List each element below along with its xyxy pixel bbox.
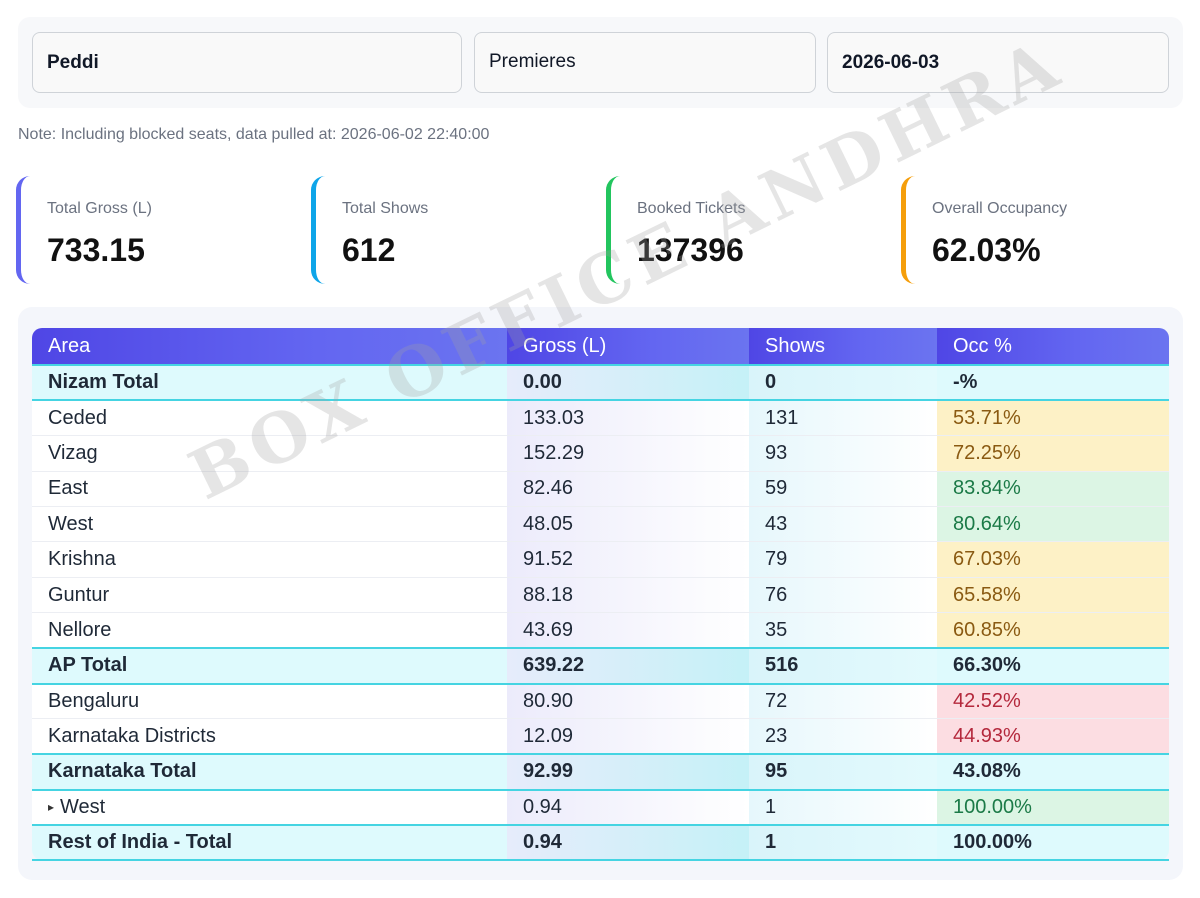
- card-label: Booked Tickets: [637, 200, 746, 217]
- card-label: Total Gross (L): [47, 200, 152, 217]
- occ-cell: 100.00%: [937, 789, 1169, 826]
- table-row: Ceded 133.03 131 53.71%: [32, 399, 1169, 436]
- shows-cell: 516: [749, 647, 937, 685]
- occ-cell: 67.03%: [937, 541, 1169, 578]
- shows-cell: 1: [749, 824, 937, 862]
- table-row: Karnataka Districts 12.09 23 44.93%: [32, 718, 1169, 755]
- expand-arrow-icon[interactable]: ▸: [48, 799, 55, 814]
- header-area[interactable]: Area: [32, 328, 507, 365]
- date-input[interactable]: 2026-06-03: [827, 32, 1169, 93]
- area-cell: Karnataka Total: [32, 753, 507, 791]
- area-table-container: Area Gross (L) Shows Occ % Nizam Total 0.…: [18, 307, 1183, 880]
- gross-cell: 48.05: [507, 506, 749, 542]
- overall-occupancy-card: Overall Occupancy 62.03%: [901, 176, 1171, 284]
- occ-cell: 72.25%: [937, 435, 1169, 472]
- shows-cell: 131: [749, 399, 937, 436]
- table-row: West 48.05 43 80.64%: [32, 506, 1169, 542]
- gross-cell: 133.03: [507, 399, 749, 436]
- table-row: Bengaluru 80.90 72 42.52%: [32, 683, 1169, 719]
- gross-cell: 91.52: [507, 541, 749, 578]
- occ-cell: -%: [937, 363, 1169, 402]
- header-occ[interactable]: Occ %: [937, 328, 1169, 365]
- area-cell: West: [32, 506, 507, 542]
- show-type-select[interactable]: Premieres: [474, 32, 816, 93]
- gross-cell: 639.22: [507, 647, 749, 685]
- gross-cell: 0.94: [507, 824, 749, 862]
- area-cell: ▸ West: [32, 789, 507, 826]
- gross-cell: 82.46: [507, 470, 749, 507]
- header-shows[interactable]: Shows: [749, 328, 937, 365]
- area-cell: Guntur: [32, 576, 507, 613]
- occ-cell: 42.52%: [937, 683, 1169, 719]
- area-cell: Rest of India - Total: [32, 824, 507, 862]
- filter-bar: Peddi Premieres 2026-06-03: [18, 17, 1183, 108]
- shows-cell: 76: [749, 576, 937, 613]
- occ-cell: 65.58%: [937, 576, 1169, 613]
- shows-cell: 1: [749, 789, 937, 826]
- occ-cell: 53.71%: [937, 399, 1169, 436]
- area-label: West: [60, 795, 106, 818]
- shows-cell: 23: [749, 718, 937, 755]
- area-table: Area Gross (L) Shows Occ % Nizam Total 0.…: [32, 328, 1169, 862]
- occ-cell: 100.00%: [937, 824, 1169, 862]
- area-cell: Vizag: [32, 435, 507, 472]
- area-cell: East: [32, 470, 507, 507]
- card-label: Overall Occupancy: [932, 200, 1068, 217]
- table-body: Nizam Total 0.00 0 -% Ceded 133.03 131 53.71% Vi…: [32, 363, 1169, 862]
- shows-cell: 72: [749, 683, 937, 719]
- gross-cell: 80.90: [507, 683, 749, 719]
- area-cell: Karnataka Districts: [32, 718, 507, 755]
- table-row: Vizag 152.29 93 72.25%: [32, 435, 1169, 472]
- area-cell: Ceded: [32, 399, 507, 436]
- shows-cell: 79: [749, 541, 937, 578]
- data-note: Note: Including blocked seats, data pull…: [18, 126, 490, 143]
- area-cell: Nellore: [32, 612, 507, 649]
- occ-cell: 43.08%: [937, 753, 1169, 791]
- occ-cell: 66.30%: [937, 647, 1169, 685]
- shows-cell: 93: [749, 435, 937, 472]
- header-gross[interactable]: Gross (L): [507, 328, 749, 365]
- table-row: Guntur 88.18 76 65.58%: [32, 576, 1169, 613]
- occ-cell: 60.85%: [937, 612, 1169, 649]
- area-cell: AP Total: [32, 647, 507, 685]
- shows-cell: 35: [749, 612, 937, 649]
- table-total-row: Nizam Total 0.00 0 -%: [32, 363, 1169, 402]
- table-header-row: Area Gross (L) Shows Occ %: [32, 328, 1169, 365]
- occ-cell: 83.84%: [937, 470, 1169, 507]
- movie-select[interactable]: Peddi: [32, 32, 462, 93]
- gross-cell: 0.94: [507, 789, 749, 826]
- card-value: 62.03%: [932, 232, 1041, 268]
- table-total-row: AP Total 639.22 516 66.30%: [32, 647, 1169, 685]
- total-shows-card: Total Shows 612: [311, 176, 581, 284]
- gross-cell: 12.09: [507, 718, 749, 755]
- table-row: Nellore 43.69 35 60.85%: [32, 612, 1169, 649]
- table-row: East 82.46 59 83.84%: [32, 470, 1169, 507]
- card-value: 137396: [637, 232, 744, 268]
- shows-cell: 0: [749, 363, 937, 402]
- shows-cell: 95: [749, 753, 937, 791]
- area-cell: Krishna: [32, 541, 507, 578]
- table-row: ▸ West 0.94 1 100.00%: [32, 789, 1169, 826]
- shows-cell: 43: [749, 506, 937, 542]
- gross-cell: 0.00: [507, 363, 749, 402]
- table-row: Krishna 91.52 79 67.03%: [32, 541, 1169, 578]
- gross-cell: 88.18: [507, 576, 749, 613]
- table-total-row: Rest of India - Total 0.94 1 100.00%: [32, 824, 1169, 862]
- gross-cell: 43.69: [507, 612, 749, 649]
- area-cell: Nizam Total: [32, 363, 507, 402]
- occ-cell: 44.93%: [937, 718, 1169, 755]
- total-gross-card: Total Gross (L) 733.15: [16, 176, 286, 284]
- shows-cell: 59: [749, 470, 937, 507]
- card-value: 612: [342, 232, 396, 268]
- card-label: Total Shows: [342, 200, 429, 217]
- booked-tickets-card: Booked Tickets 137396: [606, 176, 876, 284]
- card-value: 733.15: [47, 232, 145, 268]
- occ-cell: 80.64%: [937, 506, 1169, 542]
- table-total-row: Karnataka Total 92.99 95 43.08%: [32, 753, 1169, 791]
- gross-cell: 92.99: [507, 753, 749, 791]
- gross-cell: 152.29: [507, 435, 749, 472]
- area-cell: Bengaluru: [32, 683, 507, 719]
